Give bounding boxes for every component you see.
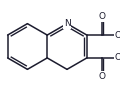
Text: O: O <box>98 72 105 81</box>
Text: OH: OH <box>115 53 120 62</box>
Text: O: O <box>98 12 105 21</box>
Text: OH: OH <box>115 31 120 40</box>
Text: N: N <box>64 19 70 28</box>
